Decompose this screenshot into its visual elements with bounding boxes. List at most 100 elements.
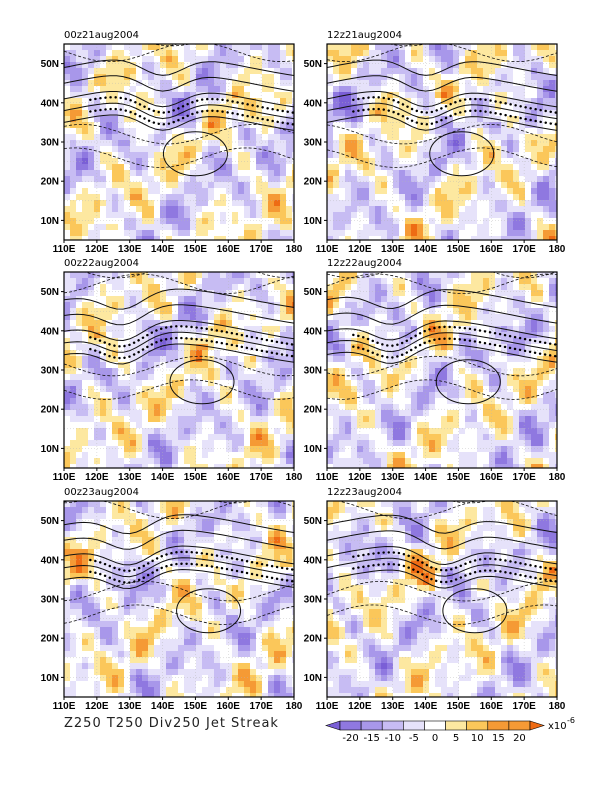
- y-tick-label: 30N: [41, 595, 59, 606]
- x-tick-label: 170E: [512, 472, 536, 483]
- divergence-shading: [64, 272, 294, 468]
- panel-title: 12z22aug2004: [327, 258, 402, 269]
- high-contour: [442, 588, 508, 634]
- contours: [327, 44, 557, 177]
- jet-streak: [352, 96, 557, 126]
- y-tick-label: 10N: [41, 673, 59, 684]
- height-contour: [327, 530, 557, 550]
- panel-title: 00z22aug2004: [64, 258, 139, 269]
- height-contour: [327, 102, 557, 120]
- contours: [64, 272, 294, 405]
- colorbar-exponent: -6: [567, 716, 575, 725]
- height-contour: [327, 343, 557, 364]
- jet-streak: [89, 325, 294, 360]
- contours: [64, 44, 294, 177]
- height-contour: [327, 320, 557, 341]
- x-tick-label: 150E: [447, 472, 471, 483]
- x-tick-label: 110E: [53, 244, 76, 255]
- height-contour: [327, 557, 557, 577]
- x-tick-label: 150E: [184, 244, 208, 255]
- y-tick-label: 10N: [41, 216, 59, 227]
- height-contour: [64, 331, 294, 353]
- x-tick-label: 180: [286, 701, 303, 712]
- x-tick-label: 140E: [414, 701, 438, 712]
- colorbar-label: 5: [453, 733, 459, 744]
- x-tick-label: 130E: [118, 701, 142, 712]
- jet-streak: [89, 96, 294, 126]
- x-tick-label: 120E: [85, 244, 109, 255]
- panel: 12z21aug2004 110E 120E 130E 140E 150E 160E 170E…: [304, 30, 566, 255]
- panel: 00z22aug2004 110E 120E 130E 140E 150E 160E 170E…: [41, 258, 303, 483]
- x-tick-label: 130E: [118, 472, 142, 483]
- x-tick-label: 160E: [480, 244, 504, 255]
- jet-streak: [89, 550, 294, 584]
- temperature-contour: [327, 147, 557, 168]
- y-tick-label: 20N: [304, 634, 322, 645]
- y-tick-label: 50N: [304, 516, 322, 527]
- height-contour: [327, 545, 557, 566]
- x-tick-label: 170E: [512, 701, 536, 712]
- colorbar-label: -5: [409, 733, 419, 744]
- x-tick-label: 150E: [447, 701, 471, 712]
- y-tick-label: 50N: [41, 59, 59, 70]
- y-tick-label: 20N: [41, 634, 59, 645]
- y-tick-label: 10N: [304, 216, 322, 227]
- colorbar-max-arrow: [529, 720, 545, 731]
- height-contour: [64, 320, 294, 342]
- y-tick-label: 50N: [304, 59, 322, 70]
- colorbar-swatch: [445, 720, 467, 731]
- colorbar-scale: x10: [548, 721, 567, 732]
- high-contour: [162, 131, 228, 177]
- x-tick-label: 170E: [512, 244, 536, 255]
- temperature-contour: [64, 147, 294, 168]
- x-tick-label: 180: [549, 472, 566, 483]
- y-tick-label: 30N: [41, 138, 59, 149]
- x-tick-label: 160E: [217, 472, 241, 483]
- y-tick-label: 20N: [304, 405, 322, 416]
- colorbar-swatch: [381, 720, 404, 731]
- height-contour: [64, 75, 294, 92]
- height-contour: [327, 59, 557, 76]
- colorbar-label: -20: [342, 733, 358, 744]
- height-contour: [64, 304, 294, 326]
- height-contour: [64, 91, 294, 108]
- height-contour: [327, 332, 557, 353]
- x-tick-label: 170E: [249, 701, 273, 712]
- y-tick-label: 50N: [41, 287, 59, 298]
- colorbar: -20 -15 -10 -5 0 5 10 15 20 x10-6: [325, 716, 575, 744]
- y-tick-label: 50N: [41, 516, 59, 527]
- panel-title: 00z23aug2004: [64, 487, 139, 498]
- x-tick-label: 130E: [381, 244, 405, 255]
- x-tick-label: 120E: [85, 701, 109, 712]
- colorbar-swatch: [424, 720, 446, 731]
- colorbar-min-arrow: [325, 720, 341, 731]
- y-tick-label: 30N: [41, 366, 59, 377]
- y-tick-label: 50N: [304, 287, 322, 298]
- height-contour: [327, 289, 557, 310]
- x-tick-label: 160E: [217, 701, 241, 712]
- colorbar-swatch: [360, 720, 383, 731]
- high-contour: [435, 359, 501, 405]
- y-tick-label: 30N: [304, 138, 322, 149]
- x-tick-label: 180: [286, 244, 303, 255]
- x-tick-label: 140E: [414, 472, 438, 483]
- temperature-contour: [64, 604, 294, 625]
- height-contour: [64, 114, 294, 131]
- temperature-contour: [64, 580, 294, 602]
- x-tick-label: 130E: [118, 244, 142, 255]
- height-contour: [327, 114, 557, 131]
- x-tick-label: 110E: [53, 472, 76, 483]
- temperature-contour: [83, 272, 294, 279]
- x-tick-label: 120E: [348, 244, 372, 255]
- x-tick-label: 140E: [151, 701, 175, 712]
- height-contour: [327, 304, 557, 325]
- y-tick-label: 40N: [304, 98, 322, 109]
- x-tick-label: 170E: [249, 244, 273, 255]
- x-tick-label: 120E: [348, 701, 372, 712]
- x-tick-label: 140E: [151, 244, 175, 255]
- colorbar-swatch: [466, 720, 489, 731]
- x-tick-label: 150E: [184, 472, 208, 483]
- temperature-contour: [327, 379, 557, 400]
- y-tick-label: 20N: [41, 177, 59, 188]
